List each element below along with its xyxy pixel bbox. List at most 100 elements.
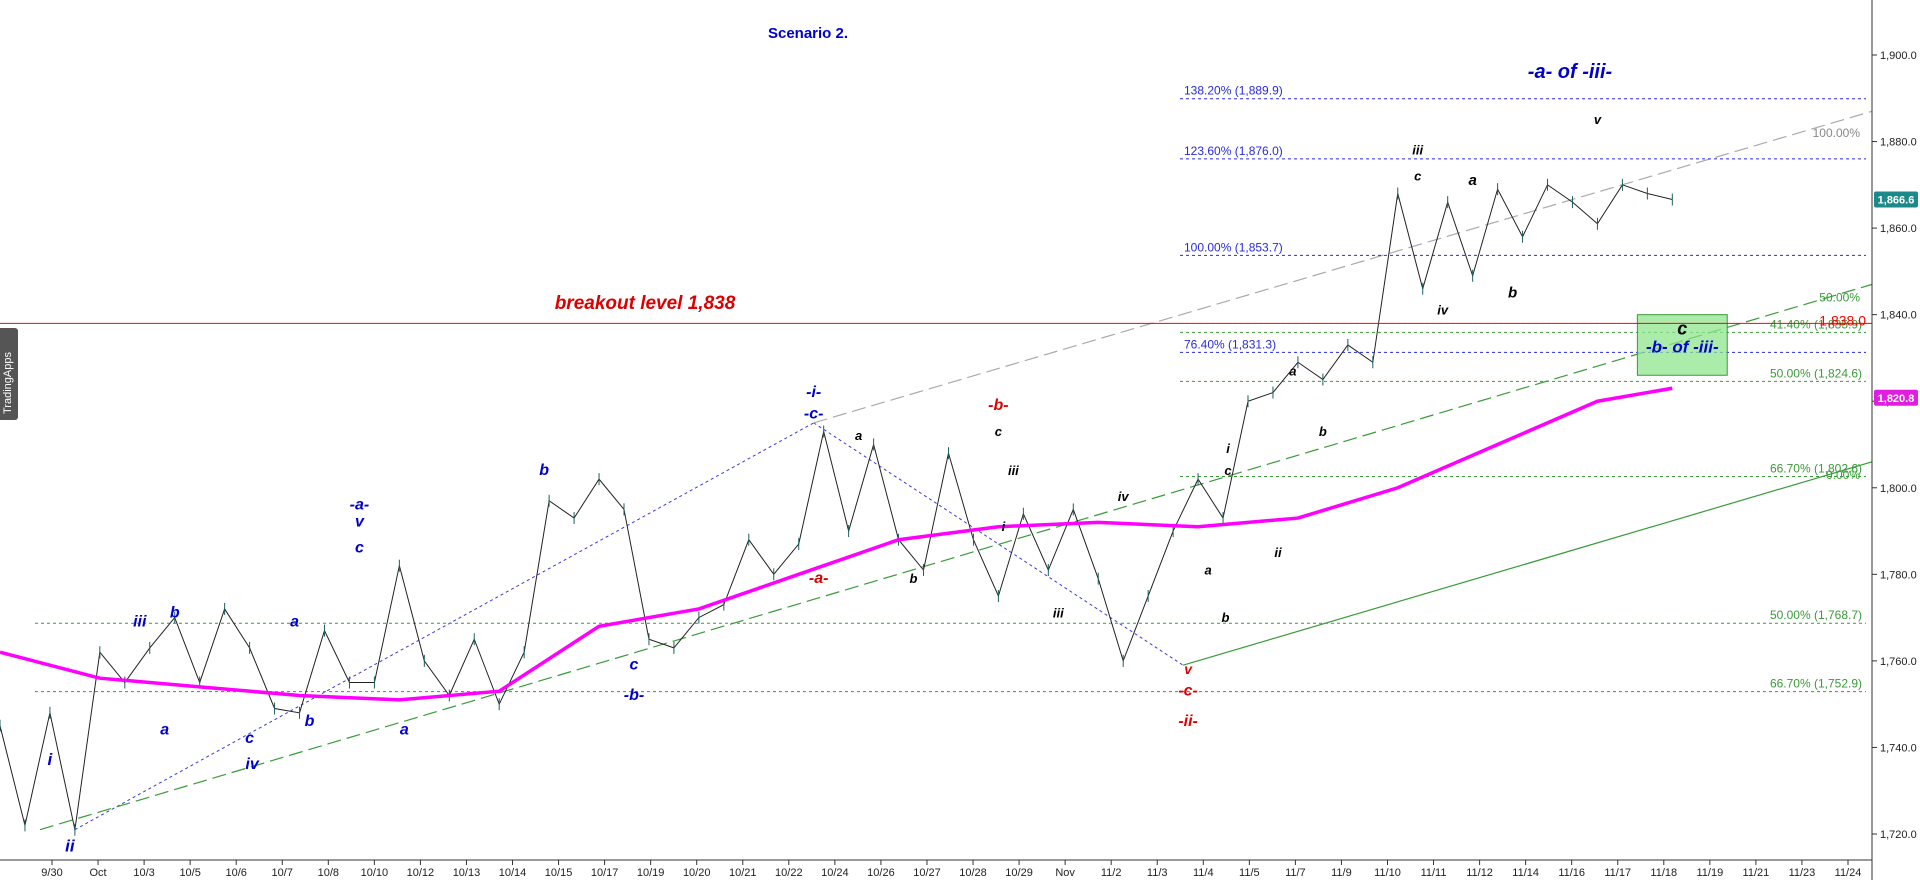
x-tick-label: 10/12 — [407, 867, 435, 879]
wave-label: a — [1204, 562, 1211, 577]
x-tick-label: 11/17 — [1604, 867, 1631, 879]
x-tick-label: 10/13 — [453, 867, 481, 879]
wave-label: v — [1594, 112, 1602, 127]
channel-blue-1 — [74, 422, 814, 831]
x-tick-label: Nov — [1055, 867, 1075, 879]
wave-label: ii — [1274, 545, 1282, 560]
x-tick-label: 11/5 — [1239, 867, 1260, 879]
channel-blue-2 — [813, 422, 1184, 666]
fib-green-label: 50.00% (1,768.7) — [1770, 608, 1862, 622]
x-tick-label: 10/19 — [637, 867, 665, 879]
x-tick-label: 11/4 — [1193, 867, 1214, 879]
wave-label: c — [995, 424, 1003, 439]
wave-label: iv — [1437, 303, 1449, 318]
x-tick-label: 10/5 — [179, 867, 200, 879]
x-tick-label: 10/10 — [361, 867, 389, 879]
price-line — [0, 184, 1673, 830]
wave-label: -a- — [809, 570, 829, 587]
wave-label: a — [160, 721, 169, 738]
wave-label: a — [1468, 172, 1476, 189]
channel-green-solid — [1182, 461, 1873, 666]
last-price-tag-text: 1,866.6 — [1878, 195, 1915, 207]
wave-label: iii — [1412, 143, 1423, 158]
tradingapps-watermark: TradingApps — [0, 328, 18, 420]
x-tick-label: 10/28 — [959, 867, 987, 879]
x-tick-label: 11/24 — [1835, 867, 1862, 879]
x-tick-label: 10/27 — [913, 867, 941, 879]
x-tick-label: 10/17 — [591, 867, 619, 879]
channel-gray — [813, 110, 1873, 424]
y-tick-label: 1,720.0 — [1880, 829, 1917, 841]
fib-aux-label: 50.00% — [1819, 291, 1860, 305]
wave-label: v — [355, 514, 365, 531]
y-tick-label: 1,900.0 — [1880, 50, 1917, 62]
fib-green-label: 66.70% (1,752.9) — [1770, 677, 1862, 691]
y-tick-label: 1,800.0 — [1880, 483, 1917, 495]
wave-label: b — [1319, 424, 1327, 439]
x-tick-label: 10/15 — [545, 867, 573, 879]
x-tick-label: 10/21 — [729, 867, 757, 879]
wave-label: b — [1222, 610, 1230, 625]
wave-header-label: -a- of -iii- — [1528, 61, 1613, 83]
breakout-level-label: breakout level 1,838 — [555, 293, 736, 314]
wave-label: v — [1184, 661, 1193, 677]
fib-aux-label: 100.00% — [1813, 126, 1861, 140]
x-tick-label: 11/11 — [1421, 867, 1447, 879]
last-price-tag-box — [1874, 191, 1918, 208]
wave-label: b — [1508, 284, 1517, 301]
x-tick-label: 11/10 — [1374, 867, 1401, 879]
x-tick-label: 11/21 — [1743, 867, 1770, 879]
wave-label: iii — [1053, 606, 1064, 621]
x-tick-label: 11/18 — [1650, 867, 1677, 879]
wave-label: i — [1002, 519, 1006, 534]
x-tick-label: 10/20 — [683, 867, 711, 879]
target-zone-caption: -b- of -iii- — [1646, 338, 1719, 357]
x-tick-label: 10/14 — [499, 867, 527, 879]
wave-label: i — [48, 750, 54, 769]
wave-label: iv — [1118, 489, 1130, 504]
fib-green-label: 66.70% (1,802.6) — [1770, 462, 1862, 476]
ma-last-tag-box — [1874, 389, 1918, 406]
wave-label: a — [400, 721, 409, 738]
x-tick-label: 11/23 — [1789, 867, 1816, 879]
fib-blue-label: 76.40% (1,831.3) — [1184, 337, 1276, 351]
fib-green-label: 41.40% (1,835.9) — [1770, 317, 1862, 331]
wave-label: b — [305, 713, 315, 730]
fib-blue-label: 138.20% (1,889.9) — [1184, 84, 1283, 98]
x-tick-label: 10/22 — [775, 867, 803, 879]
wave-label: -ii- — [1178, 713, 1198, 730]
x-axis-ticks: 9/30 Oct 10/3 10/5 10/6 10/7 10/8 10/10 10/12 10/… — [41, 860, 1861, 879]
x-tick-label: 9/30 — [41, 867, 62, 879]
fib-aux-label: 0.00% — [1826, 468, 1860, 482]
wave-label: ii — [65, 836, 76, 855]
y-axis-ticks: 1,900.01,880.01,860.01,840.01,820.01,800… — [1872, 50, 1917, 841]
wave-label: a — [855, 428, 862, 443]
wave-label: iv — [245, 756, 259, 773]
ma-last-tag-text: 1,820.8 — [1878, 393, 1915, 405]
x-tick-label: 10/7 — [272, 867, 293, 879]
wave-label: iii — [133, 613, 147, 630]
wave-label: c — [1414, 169, 1422, 184]
breakout-axis-label: 1,838.0 — [1819, 312, 1866, 328]
y-tick-label: 1,860.0 — [1880, 223, 1917, 235]
x-tick-label: 11/16 — [1558, 867, 1585, 879]
x-tick-label: 11/14 — [1512, 867, 1539, 879]
x-tick-label: 11/7 — [1285, 867, 1306, 879]
fib-blue-label: 100.00% (1,853.7) — [1184, 240, 1283, 254]
x-tick-label: 11/3 — [1147, 867, 1168, 879]
chart-title: Scenario 2. — [768, 25, 848, 42]
wave-label: -i- — [806, 384, 821, 401]
wave-label: c — [355, 540, 364, 557]
x-tick-label: 11/9 — [1331, 867, 1352, 879]
wave-label: a — [1289, 363, 1296, 378]
wave-label: b — [170, 605, 180, 622]
x-tick-label: 10/29 — [1005, 867, 1033, 879]
wave-label: b — [910, 571, 918, 586]
wave-label: iii — [1008, 463, 1019, 478]
x-tick-label: 10/3 — [133, 867, 154, 879]
y-tick-label: 1,780.0 — [1880, 569, 1917, 581]
trend-channels — [39, 110, 1873, 831]
wave-label: c — [1224, 463, 1232, 478]
x-tick-label: 10/6 — [225, 867, 246, 879]
